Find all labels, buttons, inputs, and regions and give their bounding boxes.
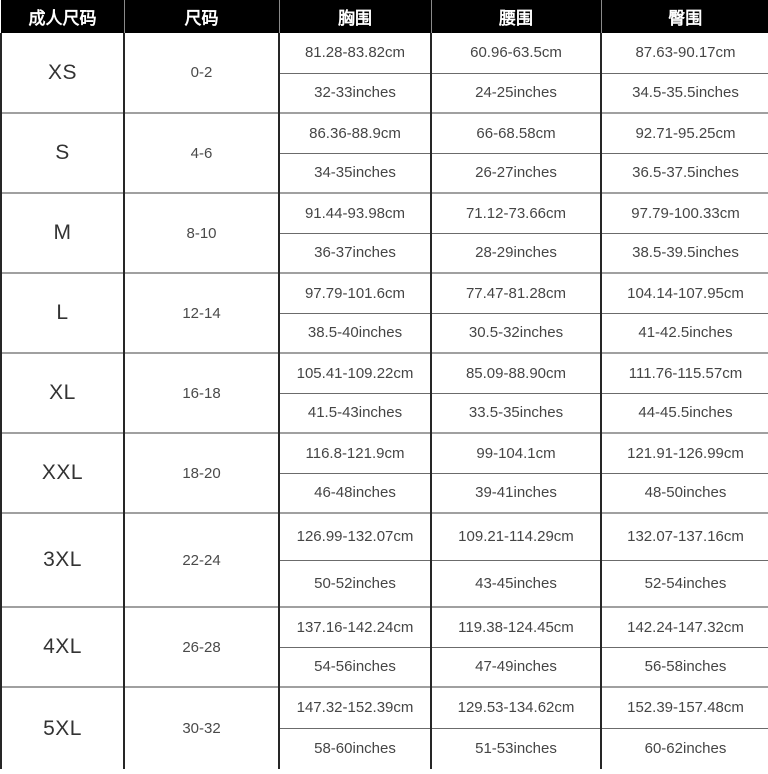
- size-label-cell: XL: [0, 352, 124, 433]
- size-row-cm: XL 16-18 105.41-109.22cm 85.09-88.90cm 111.7…: [0, 352, 768, 433]
- header-size: 尺码: [123, 0, 279, 33]
- waist-cm-cell: 129.53-134.62cm: [430, 686, 601, 728]
- size-label-cell: M: [0, 192, 124, 273]
- hip-inches-cell: 34.5-35.5inches: [600, 72, 768, 113]
- size-range-cell: 8-10: [123, 192, 279, 273]
- hip-inches-cell: 48-50inches: [600, 472, 768, 513]
- hip-inches-cell: 36.5-37.5inches: [600, 152, 768, 193]
- waist-cm-cell: 60.96-63.5cm: [430, 33, 601, 73]
- chest-inches-cell: 38.5-40inches: [278, 312, 431, 353]
- size-range-cell: 26-28: [123, 606, 279, 687]
- size-row-inches: 32-33inches 24-25inches 34.5-35.5inches: [1, 72, 768, 113]
- header-adult-size: 成人尺码: [0, 0, 124, 33]
- hip-inches-cell: 52-54inches: [600, 559, 768, 607]
- size-range-cell: 12-14: [123, 272, 279, 353]
- hip-cm-cell: 121.91-126.99cm: [600, 432, 768, 473]
- hip-inches-cell: 56-58inches: [600, 646, 768, 687]
- size-row-cm: M 8-10 91.44-93.98cm 71.12-73.66cm 97.79-100…: [0, 192, 768, 273]
- size-row-inches: 38.5-40inches 30.5-32inches 41-42.5inches: [1, 312, 768, 353]
- size-row-inches: 34-35inches 26-27inches 36.5-37.5inches: [1, 152, 768, 193]
- size-range-cell: 30-32: [123, 686, 279, 769]
- hip-cm-cell: 132.07-137.16cm: [600, 512, 768, 560]
- waist-cm-cell: 99-104.1cm: [430, 432, 601, 473]
- size-row-cm: 4XL 26-28 137.16-142.24cm 119.38-124.45cm 14…: [0, 606, 768, 687]
- chest-cm-cell: 105.41-109.22cm: [278, 352, 431, 393]
- hip-cm-cell: 87.63-90.17cm: [600, 33, 768, 73]
- size-row-inches: 36-37inches 28-29inches 38.5-39.5inches: [1, 232, 768, 273]
- size-range-cell: 22-24: [123, 512, 279, 607]
- hip-inches-cell: 44-45.5inches: [600, 392, 768, 433]
- waist-inches-cell: 30.5-32inches: [430, 312, 601, 353]
- size-label-cell: 5XL: [0, 686, 124, 769]
- size-label-cell: S: [0, 112, 124, 193]
- waist-inches-cell: 26-27inches: [430, 152, 601, 193]
- hip-cm-cell: 92.71-95.25cm: [600, 112, 768, 153]
- waist-cm-cell: 66-68.58cm: [430, 112, 601, 153]
- waist-cm-cell: 71.12-73.66cm: [430, 192, 601, 233]
- hip-inches-cell: 38.5-39.5inches: [600, 232, 768, 273]
- header-chest: 胸围: [278, 0, 431, 33]
- size-row-inches: 46-48inches 39-41inches 48-50inches: [1, 472, 768, 513]
- chest-inches-cell: 34-35inches: [278, 152, 431, 193]
- chest-inches-cell: 41.5-43inches: [278, 392, 431, 433]
- size-label-cell: XS: [0, 33, 124, 113]
- waist-inches-cell: 43-45inches: [430, 559, 601, 607]
- chest-inches-cell: 36-37inches: [278, 232, 431, 273]
- size-row-cm: 3XL 22-24 126.99-132.07cm 109.21-114.29cm 13…: [0, 512, 768, 607]
- chest-cm-cell: 147.32-152.39cm: [278, 686, 431, 728]
- chest-inches-cell: 58-60inches: [278, 727, 431, 769]
- size-row-inches: 58-60inches 51-53inches 60-62inches: [1, 727, 768, 769]
- size-row-inches: 50-52inches 43-45inches 52-54inches: [1, 559, 768, 607]
- hip-inches-cell: 41-42.5inches: [600, 312, 768, 353]
- waist-inches-cell: 51-53inches: [430, 727, 601, 769]
- chest-cm-cell: 116.8-121.9cm: [278, 432, 431, 473]
- chest-inches-cell: 46-48inches: [278, 472, 431, 513]
- size-row-inches: 41.5-43inches 33.5-35inches 44-45.5inches: [1, 392, 768, 433]
- header-waist: 腰围: [430, 0, 601, 33]
- chest-inches-cell: 50-52inches: [278, 559, 431, 607]
- size-range-cell: 16-18: [123, 352, 279, 433]
- hip-cm-cell: 152.39-157.48cm: [600, 686, 768, 728]
- hip-cm-cell: 97.79-100.33cm: [600, 192, 768, 233]
- size-label-cell: XXL: [0, 432, 124, 513]
- waist-cm-cell: 109.21-114.29cm: [430, 512, 601, 560]
- chest-cm-cell: 81.28-83.82cm: [278, 33, 431, 73]
- waist-inches-cell: 28-29inches: [430, 232, 601, 273]
- chest-cm-cell: 86.36-88.9cm: [278, 112, 431, 153]
- hip-cm-cell: 104.14-107.95cm: [600, 272, 768, 313]
- header-hip: 臀围: [600, 0, 768, 33]
- header-row: 成人尺码 尺码 胸围 腰围 臀围: [0, 0, 768, 33]
- size-row-cm: XS 0-2 81.28-83.82cm 60.96-63.5cm 87.63-90.1…: [0, 33, 768, 113]
- hip-inches-cell: 60-62inches: [600, 727, 768, 769]
- chest-inches-cell: 32-33inches: [278, 72, 431, 113]
- size-row-cm: S 4-6 86.36-88.9cm 66-68.58cm 92.71-95.25cm: [0, 112, 768, 193]
- hip-cm-cell: 111.76-115.57cm: [600, 352, 768, 393]
- size-range-cell: 4-6: [123, 112, 279, 193]
- size-range-cell: 0-2: [123, 33, 279, 113]
- size-label-cell: L: [0, 272, 124, 353]
- waist-cm-cell: 119.38-124.45cm: [430, 606, 601, 647]
- waist-inches-cell: 47-49inches: [430, 646, 601, 687]
- size-range-cell: 18-20: [123, 432, 279, 513]
- chest-cm-cell: 126.99-132.07cm: [278, 512, 431, 560]
- waist-inches-cell: 39-41inches: [430, 472, 601, 513]
- waist-cm-cell: 85.09-88.90cm: [430, 352, 601, 393]
- size-row-inches: 54-56inches 47-49inches 56-58inches: [1, 646, 768, 687]
- hip-cm-cell: 142.24-147.32cm: [600, 606, 768, 647]
- waist-cm-cell: 77.47-81.28cm: [430, 272, 601, 313]
- chest-cm-cell: 91.44-93.98cm: [278, 192, 431, 233]
- chest-cm-cell: 97.79-101.6cm: [278, 272, 431, 313]
- chest-inches-cell: 54-56inches: [278, 646, 431, 687]
- size-label-cell: 3XL: [0, 512, 124, 607]
- chest-cm-cell: 137.16-142.24cm: [278, 606, 431, 647]
- size-row-cm: L 12-14 97.79-101.6cm 77.47-81.28cm 104.14-1…: [0, 272, 768, 353]
- waist-inches-cell: 24-25inches: [430, 72, 601, 113]
- size-label-cell: 4XL: [0, 606, 124, 687]
- size-row-cm: XXL 18-20 116.8-121.9cm 99-104.1cm 121.91-12…: [0, 432, 768, 513]
- waist-inches-cell: 33.5-35inches: [430, 392, 601, 433]
- size-row-cm: 5XL 30-32 147.32-152.39cm 129.53-134.62cm 15…: [0, 686, 768, 769]
